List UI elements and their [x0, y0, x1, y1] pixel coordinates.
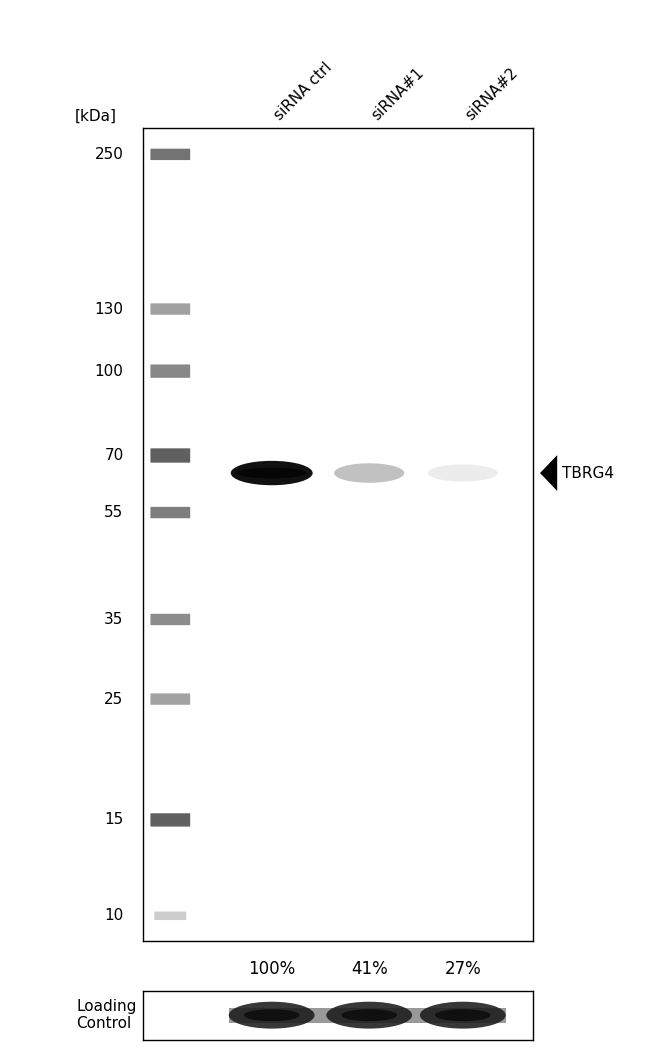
Text: 15: 15 — [104, 812, 124, 827]
Text: 100%: 100% — [248, 960, 295, 978]
Text: 25: 25 — [104, 692, 124, 707]
FancyBboxPatch shape — [150, 149, 190, 161]
Text: 100: 100 — [95, 364, 124, 378]
Text: siRNA ctrl: siRNA ctrl — [272, 61, 335, 123]
Text: siRNA#2: siRNA#2 — [463, 66, 521, 123]
Ellipse shape — [237, 468, 307, 478]
FancyBboxPatch shape — [150, 365, 190, 377]
Ellipse shape — [428, 465, 498, 482]
FancyBboxPatch shape — [150, 507, 190, 519]
Text: 70: 70 — [104, 448, 124, 463]
FancyBboxPatch shape — [150, 449, 190, 462]
Polygon shape — [540, 455, 557, 491]
Ellipse shape — [244, 1009, 300, 1022]
Text: [kDa]: [kDa] — [75, 108, 117, 123]
Text: 55: 55 — [104, 505, 124, 520]
Ellipse shape — [229, 1001, 315, 1029]
Text: 41%: 41% — [351, 960, 387, 978]
Ellipse shape — [435, 1009, 491, 1022]
Text: siRNA#1: siRNA#1 — [369, 66, 427, 123]
Ellipse shape — [341, 1009, 397, 1022]
FancyBboxPatch shape — [150, 303, 190, 315]
FancyBboxPatch shape — [154, 912, 187, 921]
FancyBboxPatch shape — [150, 613, 190, 625]
FancyBboxPatch shape — [150, 813, 190, 827]
Ellipse shape — [231, 461, 313, 485]
Ellipse shape — [420, 1001, 506, 1029]
Text: TBRG4: TBRG4 — [562, 466, 614, 480]
FancyBboxPatch shape — [150, 693, 190, 705]
Text: 250: 250 — [95, 147, 124, 162]
Text: 35: 35 — [104, 612, 124, 627]
Text: Loading
Control: Loading Control — [76, 999, 136, 1031]
Text: 27%: 27% — [445, 960, 481, 978]
Ellipse shape — [326, 1001, 412, 1029]
Ellipse shape — [334, 463, 404, 483]
Bar — [229, 1008, 506, 1023]
Text: 130: 130 — [94, 302, 124, 317]
Text: 10: 10 — [104, 908, 124, 924]
